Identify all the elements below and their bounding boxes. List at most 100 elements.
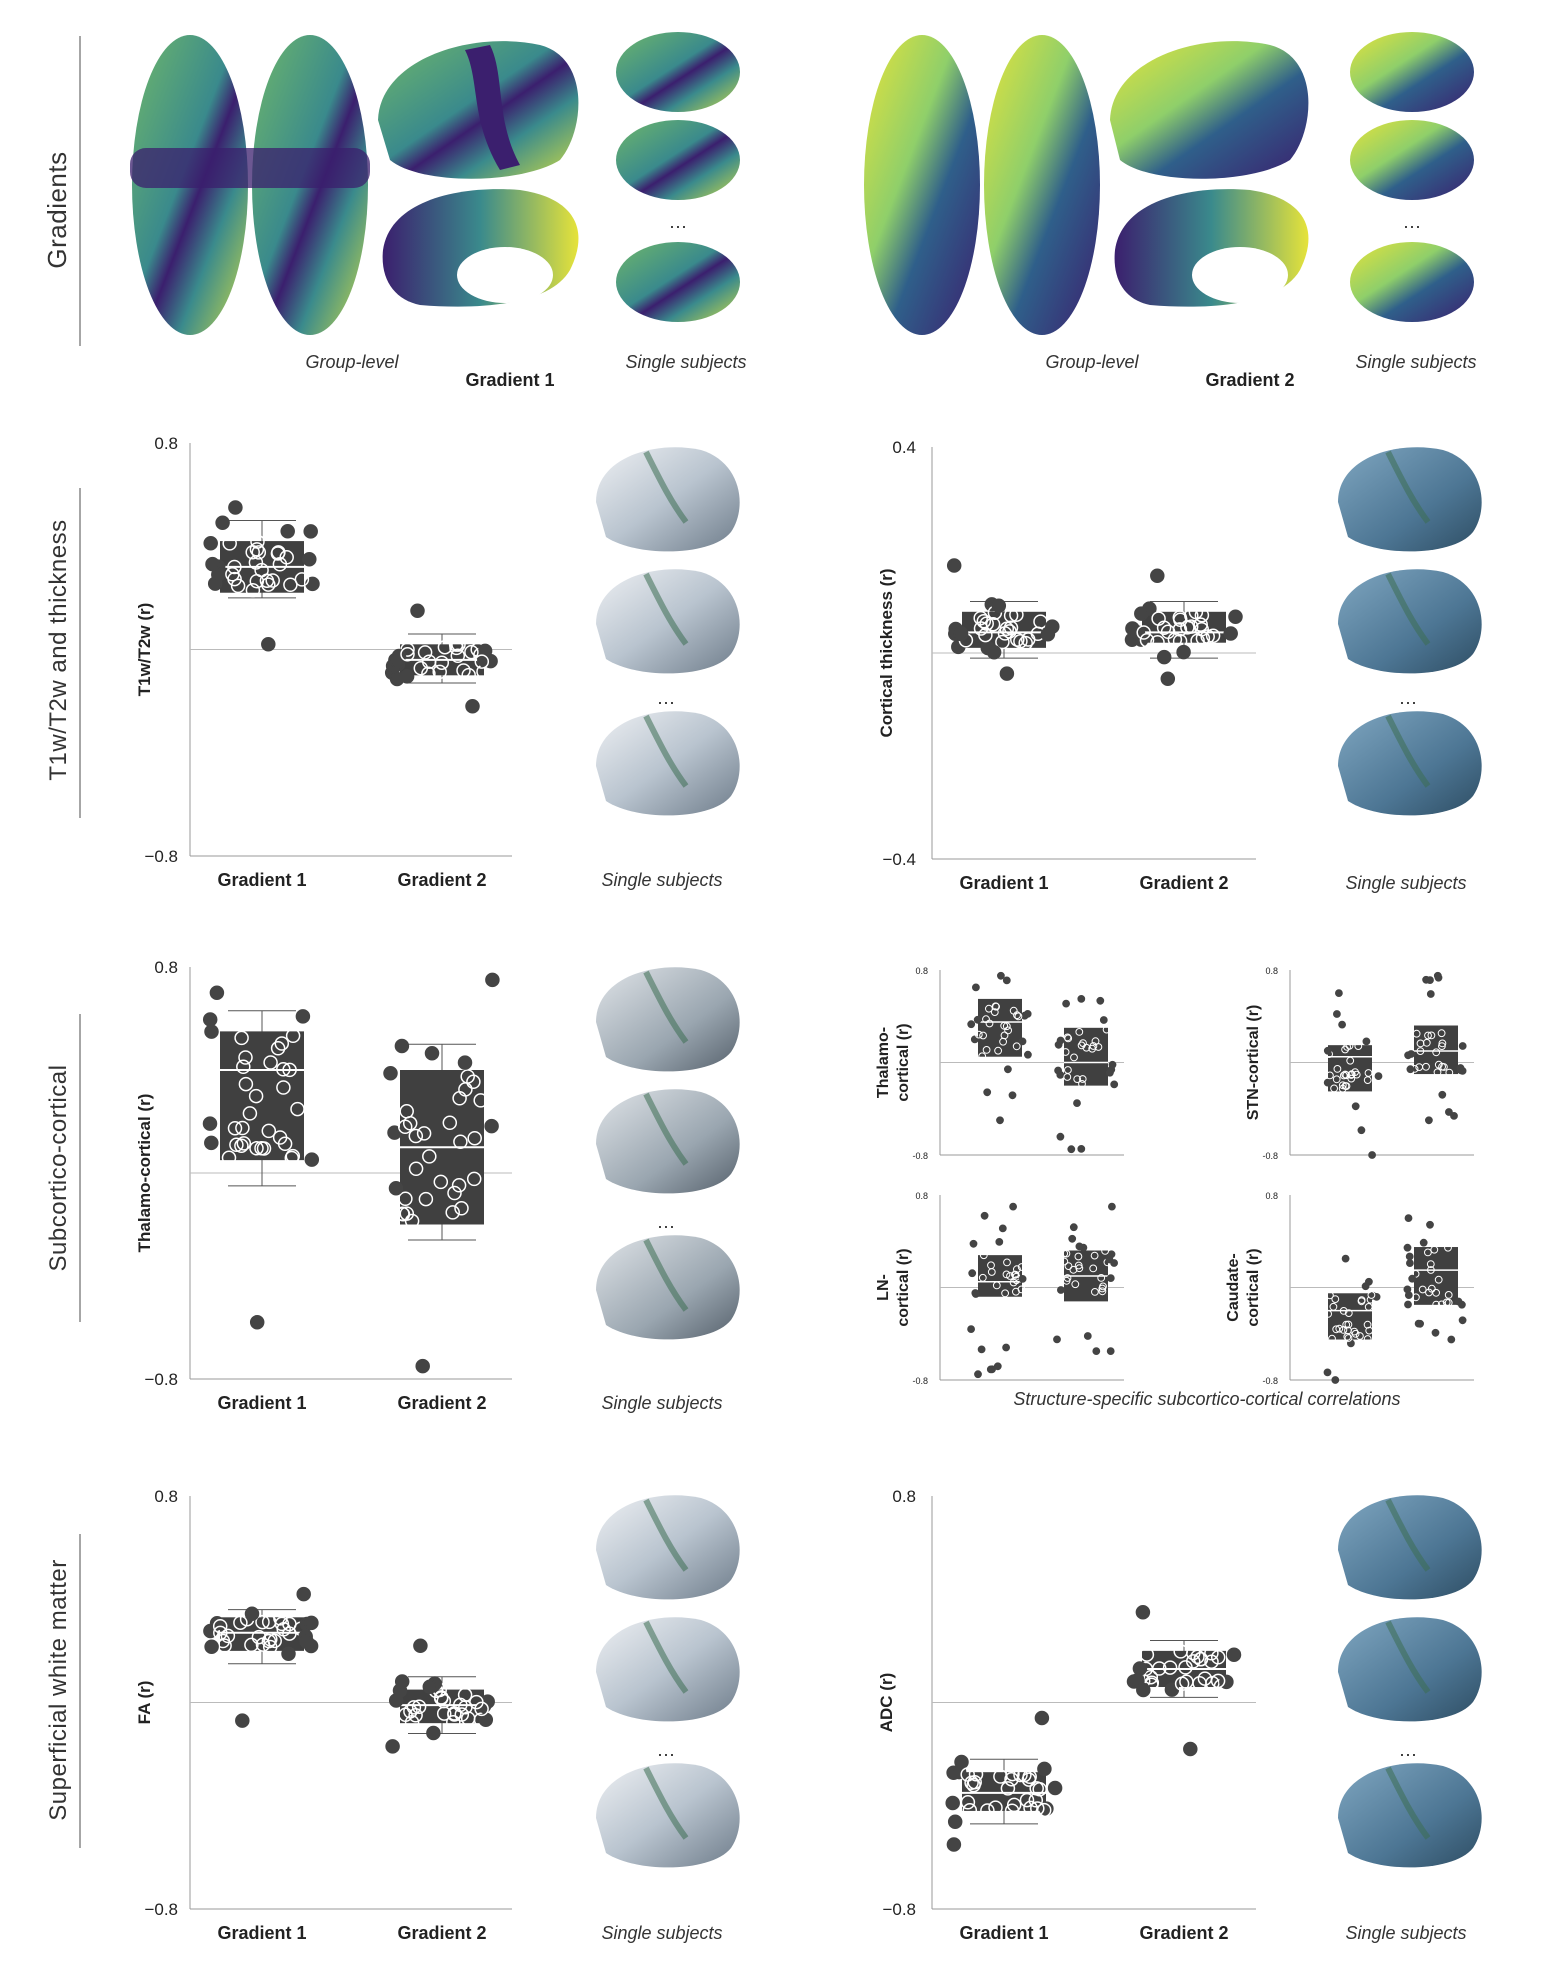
brain-sulcus-mark — [643, 450, 689, 524]
data-point — [474, 654, 490, 669]
data-point — [1162, 1660, 1178, 1675]
data-point — [215, 515, 230, 531]
data-point — [276, 1080, 291, 1095]
brain-sulcus-mark — [1385, 1620, 1431, 1694]
data-point — [1018, 635, 1033, 651]
data-point — [1406, 1065, 1415, 1074]
data-point — [1445, 1068, 1454, 1077]
data-point — [1434, 973, 1443, 982]
gradient1-title: Gradient 1 — [465, 370, 554, 390]
data-point — [1004, 1065, 1012, 1074]
data-point — [248, 555, 264, 570]
data-point — [1364, 1303, 1373, 1311]
data-point — [204, 1639, 219, 1654]
data-point — [1004, 1771, 1019, 1787]
data-point — [1092, 1347, 1101, 1355]
y-axis-label-line1: LN- — [875, 1274, 892, 1301]
brain-sulcus-mark — [643, 1498, 689, 1572]
brain-sulcus-mark — [1385, 714, 1431, 788]
data-point — [457, 1055, 473, 1070]
y-axis-label: T1w/T2w (r) — [135, 603, 154, 697]
data-point — [1099, 1282, 1107, 1291]
data-point — [418, 1191, 434, 1207]
data-point — [205, 556, 220, 572]
data-point — [1018, 1275, 1027, 1283]
data-point — [433, 1174, 449, 1190]
tick-label-top: 0.8 — [154, 958, 178, 977]
data-point — [991, 598, 1007, 614]
data-point — [1060, 1257, 1069, 1266]
data-point — [1364, 1069, 1373, 1077]
data-point — [1108, 1060, 1117, 1069]
row-label-subcortical: Subcortico-cortical — [45, 1014, 81, 1322]
data-point — [410, 603, 425, 619]
data-point — [978, 1273, 987, 1282]
data-point — [434, 655, 450, 670]
data-point — [242, 1106, 258, 1121]
data-point — [1445, 1108, 1453, 1116]
subjects-ellipsis: ··· — [657, 692, 675, 712]
data-point — [992, 1002, 1000, 1011]
data-point — [967, 1325, 975, 1333]
data-point — [227, 559, 242, 575]
data-point — [390, 654, 406, 669]
data-point — [408, 1128, 424, 1144]
data-point — [1069, 1265, 1078, 1274]
chart-cortical-thickness: 0.4 −0.4 Cortical thickness (r) Gradient 1 G… — [877, 438, 1467, 893]
data-point — [234, 1030, 249, 1046]
subjects-ellipsis: ··· — [1399, 692, 1417, 712]
data-point — [1023, 1010, 1032, 1018]
data-point — [1014, 1012, 1023, 1021]
data-point — [1326, 1071, 1334, 1080]
tick-label-top: 0.8 — [915, 966, 928, 976]
brain-sulcus-mark — [1385, 450, 1431, 524]
data-point — [204, 1135, 219, 1151]
data-point — [994, 1046, 1002, 1055]
data-point — [1151, 611, 1166, 626]
data-point — [1094, 1043, 1103, 1051]
single-subjects-label: Single subjects — [601, 1393, 722, 1413]
tick-label-top: 0.8 — [154, 1487, 178, 1506]
data-point — [1064, 1262, 1073, 1270]
data-point — [1001, 1289, 1009, 1298]
gradient1-subject-label: Single subjects — [625, 352, 746, 372]
data-point — [1374, 1072, 1383, 1080]
data-point — [442, 1115, 458, 1131]
brain-sulcus-mark — [643, 970, 689, 1044]
data-point — [1332, 1325, 1341, 1334]
data-point — [1200, 629, 1215, 644]
data-point — [1101, 1247, 1109, 1255]
data-point — [1143, 1669, 1159, 1685]
single-subjects-label: Single subjects — [1345, 873, 1466, 893]
data-point — [1351, 1102, 1360, 1111]
data-point — [1458, 1067, 1467, 1075]
data-point — [1228, 609, 1243, 624]
data-point — [1344, 1334, 1353, 1342]
data-point — [1458, 1316, 1467, 1325]
data-point — [1404, 1291, 1413, 1299]
data-point — [1057, 1286, 1065, 1294]
data-point — [270, 1041, 286, 1056]
data-point — [1074, 1252, 1083, 1261]
data-point — [1444, 1291, 1453, 1299]
data-point — [978, 1052, 987, 1061]
gradient1-ellipsis: ··· — [669, 216, 687, 236]
data-point — [1062, 1249, 1071, 1258]
data-point — [1415, 1063, 1424, 1071]
data-point — [1056, 1036, 1065, 1045]
data-point — [1347, 1074, 1356, 1083]
data-point — [1067, 1145, 1076, 1154]
data-point — [1194, 607, 1210, 623]
data-point — [1136, 625, 1151, 640]
data-point — [1077, 1041, 1086, 1050]
data-point — [990, 1008, 999, 1016]
data-point — [1002, 1270, 1011, 1279]
data-point — [972, 983, 980, 992]
tick-label-top: 0.8 — [915, 1191, 928, 1201]
data-point — [1002, 1343, 1010, 1352]
data-point — [221, 1150, 237, 1166]
data-point — [203, 536, 218, 551]
tick-label-bottom: -0.8 — [1262, 1151, 1278, 1161]
tick-label-bottom: -0.8 — [912, 1151, 928, 1161]
